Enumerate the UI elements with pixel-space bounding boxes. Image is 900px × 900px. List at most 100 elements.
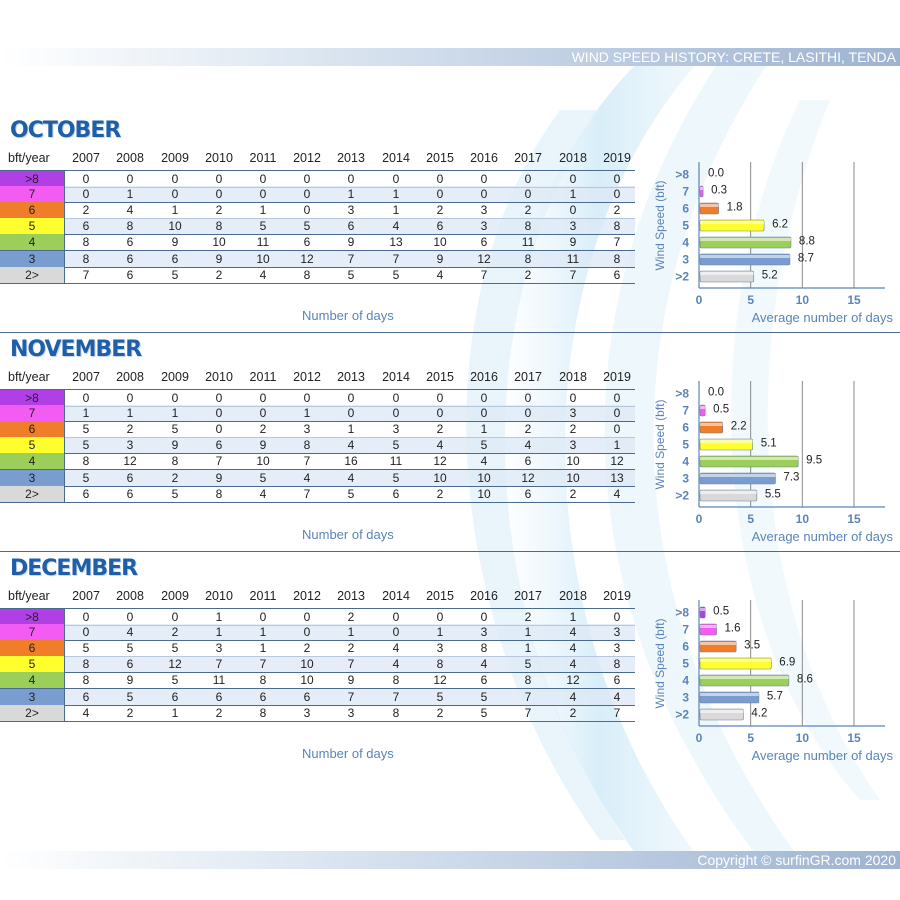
y-axis-label: Wind Speed (bft)	[653, 180, 667, 270]
table-cell: 8	[436, 657, 444, 672]
bar-highlight	[700, 625, 717, 628]
value-label: 5.7	[767, 691, 783, 703]
category-label: 7	[682, 185, 689, 199]
table-cell: 2	[126, 422, 134, 437]
table-cell: 4	[569, 641, 577, 656]
value-label: 6.2	[772, 219, 788, 231]
year-header: 2016	[470, 151, 498, 165]
table-cell: 0	[303, 172, 311, 186]
table-cell: 11	[212, 673, 226, 688]
table-cell: 6	[347, 219, 355, 234]
table-row: 3 5 6 2 9 5 4 4 5 10 10 12 10 13	[0, 469, 635, 487]
table-cell: 5	[171, 641, 179, 656]
category-label: 3	[682, 253, 689, 267]
table-cell: 4	[392, 657, 400, 672]
row-label: 3	[0, 469, 65, 486]
category-label: >2	[675, 708, 689, 722]
value-label: 7.3	[783, 472, 799, 484]
year-header: 2009	[161, 589, 189, 603]
table-cell: 9	[171, 438, 179, 453]
table-cell: 0	[480, 610, 488, 624]
x-axis-label: Average number of days	[752, 529, 894, 544]
year-header: 2011	[249, 589, 277, 603]
x-tick-label: 5	[747, 512, 754, 526]
table-cell: 4	[392, 219, 400, 234]
table-cell: 0	[215, 406, 223, 421]
table-cell: 8	[524, 219, 532, 234]
table-cell: 10	[256, 251, 270, 266]
table-cell: 5	[480, 438, 488, 453]
table-cell: 0	[613, 406, 621, 421]
year-header: 2007	[72, 370, 100, 384]
year-header: 2011	[249, 151, 277, 165]
table-cell: 6	[480, 673, 488, 688]
table-cell: 3	[303, 422, 311, 437]
table-cell: 6	[613, 673, 621, 688]
table-cell: 12	[123, 454, 137, 469]
table-cell: 0	[82, 187, 90, 202]
year-header: 2012	[293, 151, 321, 165]
table-cell: 16	[344, 454, 358, 469]
x-tick-label: 0	[696, 293, 703, 307]
year-header: 2010	[205, 589, 233, 603]
table-cell: 0	[392, 391, 400, 405]
table-cell: 9	[436, 251, 444, 266]
year-header: 2009	[161, 151, 189, 165]
table-cell: 3	[480, 219, 488, 234]
table-cell: 5	[392, 470, 400, 485]
value-label: 6.9	[779, 657, 795, 669]
table-cell: 10	[256, 454, 270, 469]
table-row: 7 0 4 2 1 1 0 1 0 1 3 1 4 3	[0, 624, 635, 642]
table-cell: 5	[480, 705, 488, 720]
table-cell: 0	[613, 610, 621, 624]
table-cell: 1	[171, 705, 179, 720]
table-cell: 0	[436, 187, 444, 202]
category-label: 5	[682, 438, 689, 452]
year-header: 2011	[249, 370, 277, 384]
table-cell: 9	[347, 673, 355, 688]
category-label: >8	[675, 168, 689, 182]
table-cell: 6	[126, 267, 134, 282]
table-cell: 1	[259, 641, 267, 656]
table-cell: 10	[433, 235, 447, 250]
table-cell: 7	[259, 657, 267, 672]
table-cell: 1	[436, 625, 444, 640]
table-cell: 8	[82, 235, 90, 250]
table-row: 6 5 5 5 3 1 2 2 4 3 8 1 4 3	[0, 640, 635, 658]
table-cell: 10	[566, 454, 580, 469]
table-cell: 8	[171, 454, 179, 469]
table-cell: 0	[524, 391, 532, 405]
table-cell: 6	[480, 235, 488, 250]
table-cell: 6	[82, 689, 90, 704]
row-label: 3	[0, 688, 65, 705]
table-cell: 4	[524, 438, 532, 453]
table-cell: 0	[171, 610, 179, 624]
table-cell: 0	[215, 391, 223, 405]
title-banner: WIND SPEED HISTORY: CRETE, LASITHI, TEND…	[0, 48, 900, 66]
x-axis-label: Average number of days	[752, 748, 894, 763]
table-cell: 8	[613, 657, 621, 672]
value-label: 2.2	[731, 421, 747, 433]
table-cell: 6	[392, 486, 400, 501]
table-cell: 5	[82, 422, 90, 437]
value-label: 9.5	[806, 455, 822, 467]
year-header: 2014	[382, 151, 410, 165]
table-cell: 10	[433, 470, 447, 485]
table-cell: 0	[303, 610, 311, 624]
bar-highlight	[700, 423, 723, 426]
table-cell: 0	[126, 172, 134, 186]
table-cell: 3	[569, 438, 577, 453]
table-cell: 8	[82, 673, 90, 688]
table-cell: 8	[126, 219, 134, 234]
bar-highlight	[700, 406, 706, 409]
year-header: 2019	[603, 589, 631, 603]
table-cell: 0	[392, 610, 400, 624]
table-row: 4 8 9 5 11 8 10 9 8 12 6 8 12 6	[0, 672, 635, 690]
table-cell: 10	[566, 470, 580, 485]
table-cell: 4	[347, 438, 355, 453]
table-cell: 5	[436, 689, 444, 704]
row-label: 6	[0, 640, 65, 657]
table-row: 4 8 6 9 10 11 6 9 13 10 6 11 9 7	[0, 234, 635, 252]
table-cell: 3	[569, 406, 577, 421]
page-title: WIND SPEED HISTORY: CRETE, LASITHI, TEND…	[571, 49, 896, 65]
